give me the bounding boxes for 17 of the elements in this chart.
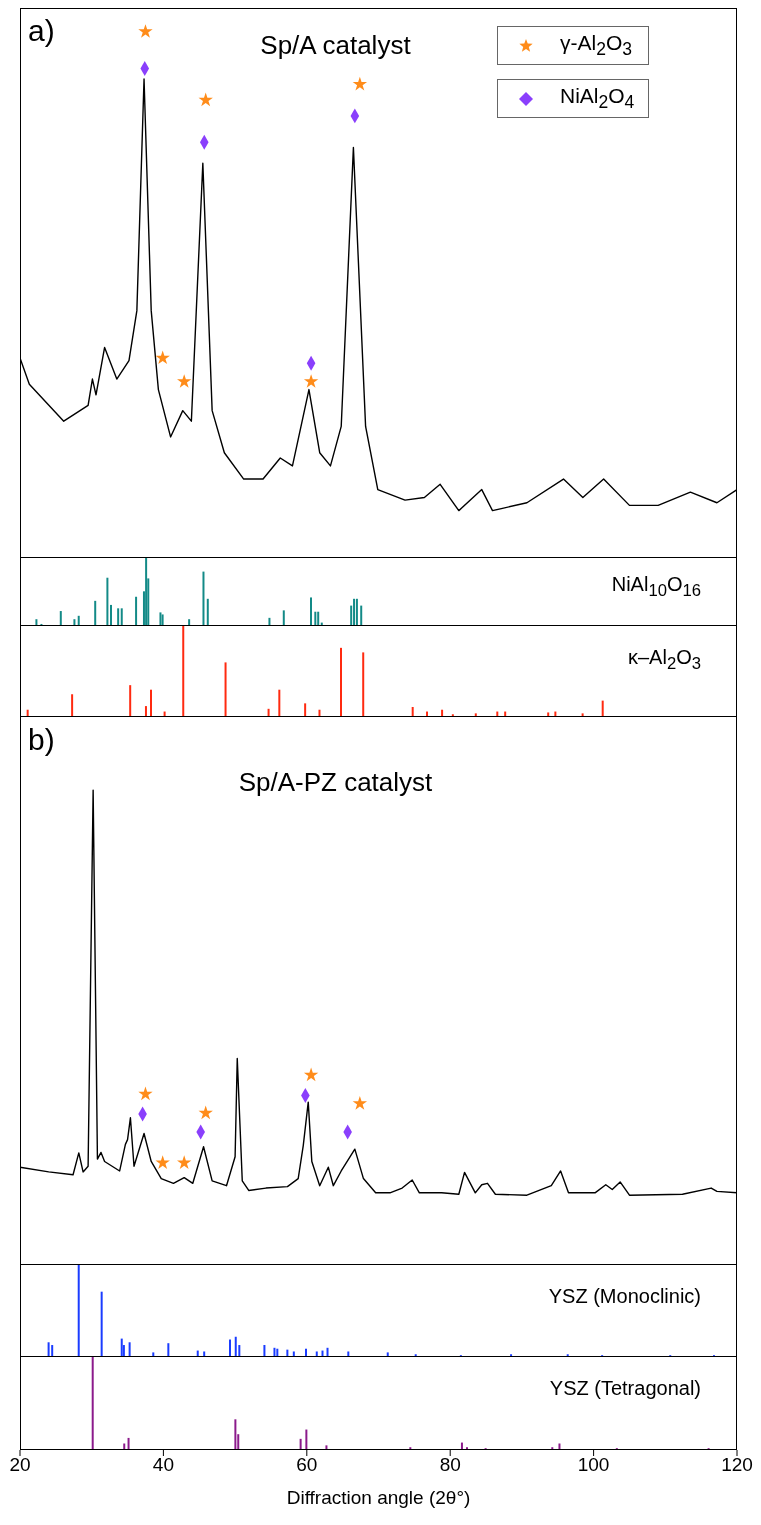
x-tick-label: 60 (296, 1454, 318, 1476)
x-tick-label: 80 (439, 1454, 461, 1476)
text: b) (28, 723, 55, 757)
chart-title: Sp/A-PZ catalyst (238, 767, 433, 798)
series-label: κ–Al$_{2}$O$_{3}$ (628, 646, 701, 675)
legend-label: NiAl$_{2}$O$_{4}$ (560, 84, 635, 114)
x-tick-label: 100 (577, 1454, 610, 1476)
legend-label: γ-Al$_{2}$O$_{3}$ (560, 31, 632, 61)
x-tick-label: 40 (152, 1454, 174, 1476)
text: YSZ (Monoclinic) (548, 1285, 701, 1309)
annotation: a) (28, 14, 55, 48)
text: NiAl$_{10}$O$_{16}$ (611, 572, 701, 601)
chart-title: Sp/A catalyst (260, 30, 411, 61)
x-tick-label: 20 (9, 1454, 31, 1476)
x-axis-title: Diffraction angle (2θ°) (286, 1487, 471, 1508)
x-tick-label: 120 (721, 1454, 753, 1476)
text: YSZ (Tetragonal) (549, 1377, 701, 1401)
